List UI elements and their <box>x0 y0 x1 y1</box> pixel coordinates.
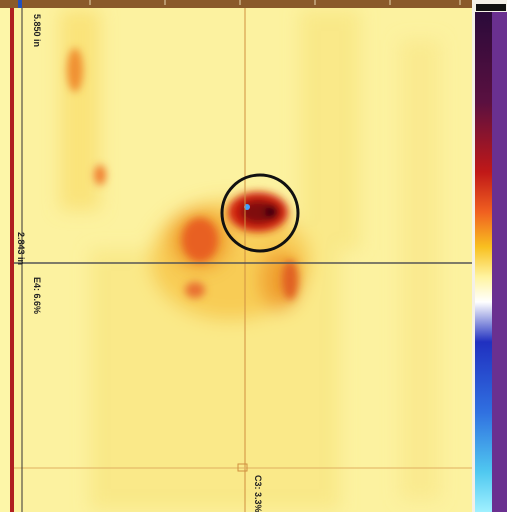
cursor-readout: E4: 6.6% <box>32 277 42 314</box>
defect-marker <box>220 173 300 253</box>
depth-label: 5.850 in <box>32 14 42 47</box>
ruler-ticks <box>89 0 461 5</box>
scale-ruler <box>492 12 507 512</box>
scale-header <box>476 4 506 11</box>
left-border <box>10 8 14 512</box>
position-label: 2.843 in <box>16 232 26 265</box>
cursor-readout: C3: 3.3% <box>253 475 263 512</box>
ruler-marker <box>18 0 22 8</box>
cursor-handle[interactable] <box>237 463 248 472</box>
color-scale <box>475 12 492 512</box>
top-ruler <box>0 0 472 8</box>
